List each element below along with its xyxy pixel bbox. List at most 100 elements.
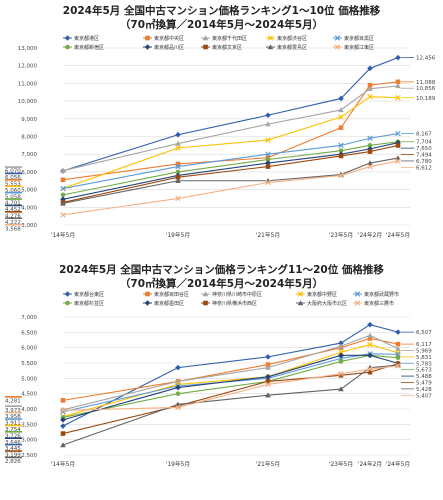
y-tick-label: 3,000 [21, 438, 37, 444]
x-tick-label: '23年5月 [329, 231, 353, 239]
y-tick-label: 8,000 [21, 135, 37, 141]
series-line [62, 144, 399, 203]
series-東京都渋谷区 [60, 93, 401, 192]
end-value-label: 6,612 [416, 165, 432, 171]
data-point [265, 364, 271, 370]
end-value-label: 5,407 [416, 393, 432, 399]
data-point [338, 371, 344, 377]
start-value-label: 3,445 [5, 446, 21, 452]
series-line [62, 133, 399, 190]
legend-item: 東京都三鷹市 [353, 300, 394, 307]
start-value-label: 5,553 [5, 181, 21, 187]
data-point [338, 148, 344, 153]
y-tick-label: 6,500 [21, 330, 37, 336]
data-point [265, 164, 271, 169]
legend-label: 東京都武蔵野市 [364, 291, 399, 298]
data-point [395, 341, 401, 347]
data-point [367, 321, 373, 328]
y-tick-label: 4,500 [21, 392, 37, 398]
data-point [265, 112, 271, 119]
legend-label: 東京都台東区 [74, 291, 104, 298]
data-point [367, 332, 373, 338]
x-tick-label: '14年5月 [51, 460, 75, 468]
end-value-label: 7,704 [416, 140, 432, 146]
end-value-label: 10,856 [416, 86, 436, 92]
chart-1: 3,000 4,000 5,000 6,000 7,000 8,000 9,000 10,00… [5, 35, 436, 239]
y-tick-label: 6,000 [21, 170, 37, 176]
legend-item: 東京都目田谷区 [143, 291, 189, 298]
legend-marker [144, 300, 151, 306]
legend-label: 東京都杉並区 [74, 300, 104, 307]
x-tick-label: '19年5月 [166, 231, 190, 239]
data-point [265, 354, 271, 360]
data-point [367, 352, 373, 359]
series-line [62, 142, 399, 200]
legend-marker [354, 291, 361, 297]
legend-label: 東京都中央区 [154, 35, 184, 42]
legend-label: 東京都千代田区 [212, 35, 247, 42]
data-point [367, 82, 373, 88]
legend-marker [203, 44, 208, 50]
data-point [265, 121, 271, 127]
start-value-label: 4,452 [5, 207, 21, 213]
data-point [175, 131, 181, 138]
data-point [395, 329, 401, 335]
legend-item: 大阪府大阪市北区 [296, 300, 347, 307]
data-point [265, 137, 271, 143]
y-tick-label: 5,000 [21, 376, 37, 382]
series-line [62, 96, 399, 190]
data-point [367, 366, 373, 372]
data-point [60, 398, 66, 403]
legend-label: 東京都新宿区 [74, 44, 104, 51]
start-value-label: 6,070 [5, 169, 21, 175]
x-tick-label: '21年5月 [256, 231, 280, 239]
data-point [60, 423, 66, 429]
data-point [265, 381, 271, 388]
data-point [338, 349, 344, 355]
legend-label: 東京都目田谷区 [154, 291, 189, 298]
legend-label: 東京都港区 [74, 35, 99, 42]
end-value-label: 7,650 [416, 146, 432, 152]
y-tick-label: 4,000 [21, 407, 37, 413]
legend-label: 東京都渋谷区 [277, 35, 307, 42]
chart-2: 2,500 3,000 3,500 4,000 4,500 5,000 5,500 6,000… [5, 291, 432, 468]
data-point [338, 114, 344, 120]
y-tick-label: 7,000 [21, 315, 37, 321]
legend-label: 東京都三鷹市 [364, 300, 394, 307]
end-value-label: 12,456 [416, 56, 436, 62]
start-value-label: 4,276 [5, 213, 21, 219]
data-point [265, 157, 271, 162]
legend-marker [64, 35, 71, 41]
y-tick-label: 5,000 [21, 188, 37, 194]
end-value-label: 6,507 [416, 330, 432, 336]
legend-item: 東京都台東区 [63, 291, 104, 298]
series-大阪府大阪市北区 [60, 362, 401, 448]
data-point [367, 163, 373, 170]
y-tick-label: 10,000 [18, 99, 38, 105]
x-tick-label: '24年2月 [358, 231, 382, 239]
legend-item: 東京都新宿区 [63, 44, 104, 51]
legend-item: 東京都目黒区 [333, 35, 374, 42]
data-point [265, 160, 271, 166]
legend-marker [334, 35, 341, 41]
end-value-label: 5,428 [416, 387, 432, 393]
y-tick-label: 5,500 [21, 361, 37, 367]
start-value-label: 3,646 [5, 440, 21, 446]
data-point [395, 130, 401, 137]
legend-item: 神奈川県川崎市中原区 [201, 291, 262, 298]
end-value-label: 5,783 [416, 361, 432, 367]
series-line [62, 157, 399, 204]
legend-marker [202, 291, 209, 297]
data-point [338, 343, 344, 349]
y-tick-label: 9,000 [21, 117, 37, 123]
data-point [175, 177, 181, 183]
data-point [175, 140, 181, 146]
data-point [338, 386, 344, 392]
data-point [338, 352, 344, 359]
data-point [395, 79, 401, 85]
legend-item: 東京都中野区 [296, 291, 337, 298]
data-point [367, 135, 373, 141]
data-point [395, 143, 401, 148]
data-point [265, 374, 271, 380]
